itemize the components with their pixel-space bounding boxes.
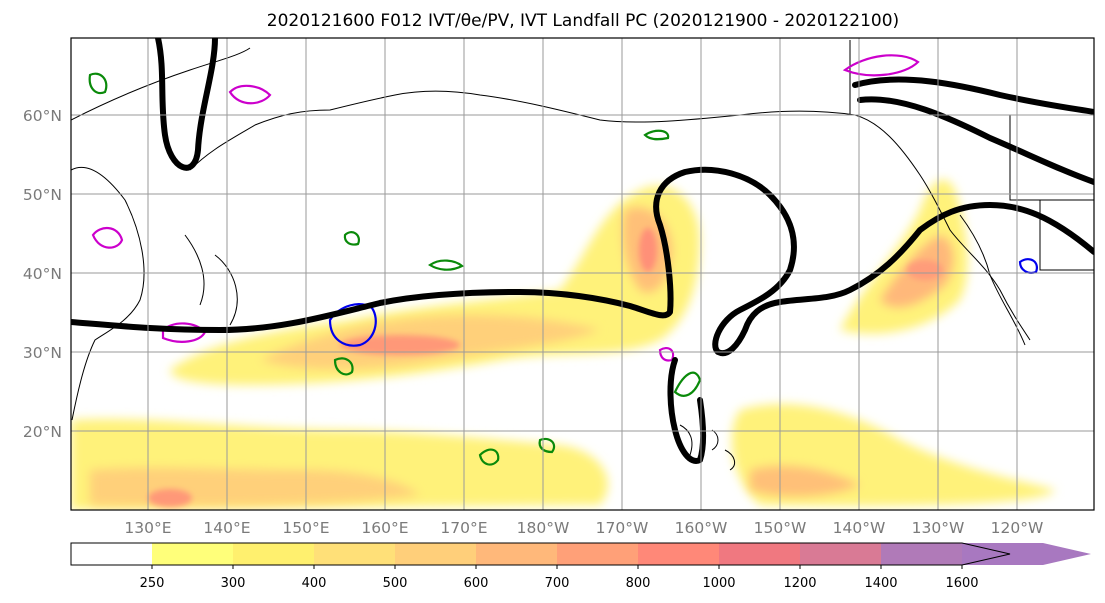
chart-title: 2020121600 F012 IVT/θe/PV, IVT Landfall … (267, 11, 899, 31)
x-tick-label: 120°W (991, 519, 1044, 537)
ivt-band-core (148, 228, 943, 507)
colorbar-tick-label: 1600 (945, 576, 978, 591)
ivt-core-1 (340, 335, 460, 355)
pv-contour-main (71, 166, 1094, 357)
x-tick-label: 170°W (596, 519, 649, 537)
colorbar-extend-arrow (962, 543, 1091, 565)
positive-contour-8 (343, 231, 360, 246)
coast-japan (184, 234, 238, 326)
colorbar-tick-label: 1200 (783, 576, 816, 591)
colorbar-segment (800, 543, 881, 565)
colorbar-tick-label: 500 (383, 576, 408, 591)
x-tick-label: 140°E (203, 519, 250, 537)
colorbar-segment (476, 543, 557, 565)
positive-contour-7 (538, 437, 556, 454)
colorbar-segment (395, 543, 476, 565)
anomaly-contours (88, 54, 1038, 466)
colorbar (70, 542, 1091, 566)
colorbar-tick-label: 600 (464, 576, 489, 591)
pv-contours (71, 38, 1094, 464)
pv-contour-asia (155, 38, 218, 171)
x-tick-label: 170°E (440, 519, 487, 537)
colorbar-segment (71, 543, 152, 565)
positive-contour-2 (88, 72, 108, 95)
colorbar-outline (70, 542, 1011, 566)
y-tick-label: 20°N (23, 423, 62, 441)
x-tick-labels: 130°E 140°E 150°E 160°E 170°E 180°W 170°W 160°W… (124, 519, 1043, 537)
colorbar-segment (881, 543, 962, 565)
x-tick-label: 150°W (754, 519, 807, 537)
y-tick-label: 50°N (23, 186, 62, 204)
theta-contour-2 (91, 227, 124, 249)
x-tick-label: 130°E (124, 519, 171, 537)
colorbar-tick-label: 250 (140, 576, 165, 591)
gridlines (71, 38, 1094, 510)
x-tick-label: 180°W (517, 519, 570, 537)
colorbar-tick-label: 400 (302, 576, 327, 591)
ivt-core-4 (148, 489, 192, 507)
pv-contour-na-1 (852, 76, 1094, 115)
coast-asia (71, 166, 145, 421)
positive-contour-4 (673, 371, 702, 397)
theta-contour-3 (228, 84, 272, 105)
x-tick-label: 130°W (912, 519, 965, 537)
x-tick-label: 160°E (361, 519, 408, 537)
colorbar-segment (233, 543, 314, 565)
theta-contour-4 (842, 54, 920, 77)
negative-contour-2 (1018, 258, 1038, 274)
ivt-core-2 (639, 228, 657, 272)
x-tick-label: 160°W (675, 519, 728, 537)
map-frame (70, 37, 1095, 511)
colorbar-tick-label: 800 (626, 576, 651, 591)
y-tick-label: 30°N (23, 344, 62, 362)
pv-contour-na-2 (857, 96, 1094, 185)
ivt-core-3 (907, 260, 943, 280)
colorbar-tick-label: 1400 (864, 576, 897, 591)
x-tick-label: 150°E (282, 519, 329, 537)
positive-contour-1 (333, 357, 354, 376)
coast-north-pacific (71, 47, 1031, 341)
colorbar-tick-label: 1000 (702, 576, 735, 591)
x-tick-label: 140°W (833, 519, 886, 537)
colorbar-tick-labels: 250 300 400 500 600 700 800 1000 1200 1400 1600 (140, 565, 979, 591)
ivt-shading (71, 179, 1055, 510)
ivt-mid-tropics-east (750, 465, 860, 497)
colorbar-segment (152, 543, 233, 565)
positive-contour-5 (643, 129, 670, 141)
colorbar-segment (314, 543, 395, 565)
coastlines (71, 40, 1094, 471)
y-tick-labels: 20°N 30°N 40°N 50°N 60°N (23, 107, 62, 441)
negative-contour-1 (328, 303, 377, 347)
positive-contour-6 (428, 259, 464, 271)
colorbar-tick-label: 700 (545, 576, 570, 591)
coast-west-na (959, 214, 1026, 346)
map-area (71, 38, 1094, 510)
colorbar-segment (719, 543, 800, 565)
colorbar-segment (638, 543, 719, 565)
pv-contour-hawaii (667, 357, 706, 464)
colorbar-segment (557, 543, 638, 565)
positive-contour-3 (478, 448, 500, 466)
y-tick-label: 60°N (23, 107, 62, 125)
colorbar-tick-label: 300 (221, 576, 246, 591)
y-tick-label: 40°N (23, 265, 62, 283)
